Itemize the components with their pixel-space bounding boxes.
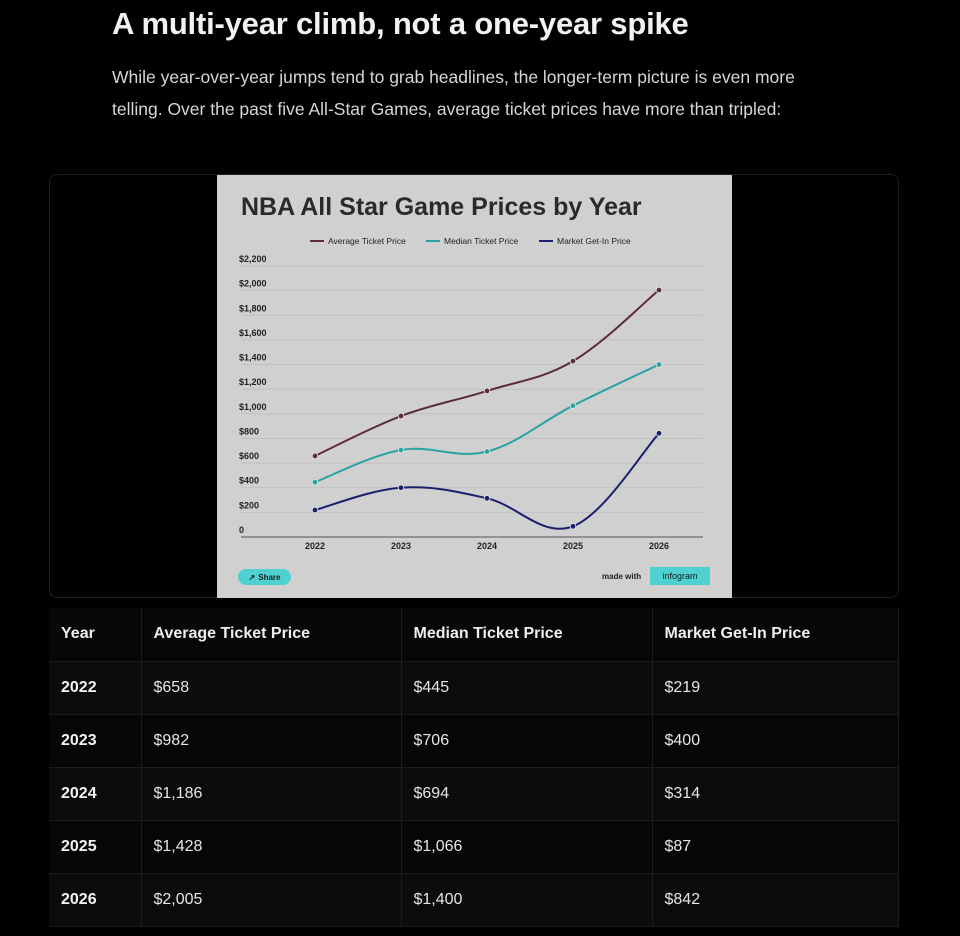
cell-median: $1,400: [401, 873, 653, 927]
data-point[interactable]: [311, 478, 319, 486]
cell-year: 2024: [49, 767, 142, 821]
cell-year: 2025: [49, 820, 142, 874]
cell-get-in: $219: [652, 661, 899, 715]
x-tick-label: 2022: [305, 541, 325, 551]
series-line-2: [314, 363, 660, 484]
cell-year: 2026: [49, 873, 142, 927]
header-median: Median Ticket Price: [401, 608, 653, 662]
y-tick-label: $200: [239, 500, 259, 510]
share-label: Share: [258, 572, 281, 582]
x-axis: 2022 2023 2024 2025 2026: [305, 541, 669, 551]
header-get-in: Market Get-In Price: [652, 608, 899, 662]
cell-average: $982: [141, 714, 402, 768]
x-tick-label: 2025: [563, 541, 583, 551]
data-point[interactable]: [311, 506, 319, 514]
header-year: Year: [49, 608, 142, 662]
infogram-badge[interactable]: infogram: [650, 567, 710, 585]
cell-average: $1,186: [141, 767, 402, 821]
y-tick-label: $1,000: [239, 402, 267, 412]
legend-label: Median Ticket Price: [444, 236, 518, 246]
legend-label: Average Ticket Price: [328, 236, 406, 246]
cell-median: $694: [401, 767, 653, 821]
x-tick-label: 2026: [649, 541, 669, 551]
data-point[interactable]: [569, 357, 577, 365]
chart-card: NBA All Star Game Prices by Year Average…: [217, 175, 732, 598]
cell-median: $445: [401, 661, 653, 715]
y-axis: 0 $200 $400 $600 $800 $1,000 $1,200 $1,400 $1,60…: [239, 254, 267, 535]
cell-get-in: $87: [652, 820, 899, 874]
table-row: 2025 $1,428 $1,066 $87: [49, 820, 899, 874]
table-row: 2026 $2,005 $1,400 $842: [49, 873, 899, 927]
y-tick-label: $1,800: [239, 303, 267, 313]
cell-year: 2023: [49, 714, 142, 768]
data-point[interactable]: [483, 495, 491, 502]
data-point[interactable]: [655, 361, 663, 368]
y-tick-label: 0: [239, 525, 244, 535]
y-tick-label: $1,400: [239, 353, 267, 363]
y-tick-label: $600: [239, 451, 259, 461]
share-icon: ↗: [248, 572, 256, 582]
header-average: Average Ticket Price: [141, 608, 402, 662]
data-point[interactable]: [655, 286, 663, 294]
chart-legend: Average Ticket Price Median Ticket Price M…: [310, 236, 631, 246]
made-with-label: made with: [602, 572, 642, 581]
infogram-label: infogram: [662, 571, 698, 581]
cell-get-in: $314: [652, 767, 899, 821]
cell-median: $706: [401, 714, 653, 768]
data-point[interactable]: [483, 387, 491, 395]
cell-get-in: $842: [652, 873, 899, 927]
y-tick-label: $2,000: [239, 279, 267, 289]
legend-label: Market Get-In Price: [557, 236, 631, 246]
y-tick-label: $1,200: [239, 377, 267, 387]
table-header-row: Year Average Ticket Price Median Ticket …: [49, 608, 899, 662]
article-heading: A multi-year climb, not a one-year spike: [112, 6, 689, 41]
y-tick-label: $1,600: [239, 328, 267, 338]
data-point[interactable]: [397, 446, 405, 454]
data-point[interactable]: [311, 452, 319, 460]
data-point[interactable]: [569, 523, 577, 530]
table-row: 2024 $1,186 $694 $314: [49, 767, 899, 821]
cell-get-in: $400: [652, 714, 899, 768]
y-tick-label: $400: [239, 476, 259, 486]
y-tick-label: $2,200: [239, 254, 267, 264]
article-intro: While year-over-year jumps tend to grab …: [112, 67, 795, 119]
data-point[interactable]: [483, 448, 491, 455]
cell-median: $1,066: [401, 820, 653, 874]
data-point[interactable]: [655, 430, 663, 437]
chart-grid: [241, 265, 703, 538]
series-line-3: [314, 432, 660, 530]
data-point[interactable]: [397, 484, 405, 491]
share-button[interactable]: ↗ Share: [238, 569, 291, 585]
chart-series: [311, 286, 663, 530]
table-row: 2022 $658 $445 $219: [49, 661, 899, 715]
x-tick-label: 2023: [391, 541, 411, 551]
x-tick-label: 2024: [477, 541, 497, 551]
data-point[interactable]: [397, 412, 405, 420]
data-point[interactable]: [569, 402, 577, 409]
y-tick-label: $800: [239, 426, 259, 436]
cell-average: $1,428: [141, 820, 402, 874]
cell-year: 2022: [49, 661, 142, 715]
cell-average: $2,005: [141, 873, 402, 927]
cell-average: $658: [141, 661, 402, 715]
table-row: 2023 $982 $706 $400: [49, 714, 899, 768]
chart-title: NBA All Star Game Prices by Year: [241, 193, 642, 221]
line-chart: NBA All Star Game Prices by Year Average…: [239, 193, 703, 551]
price-table: Year Average Ticket Price Median Ticket …: [49, 608, 899, 927]
